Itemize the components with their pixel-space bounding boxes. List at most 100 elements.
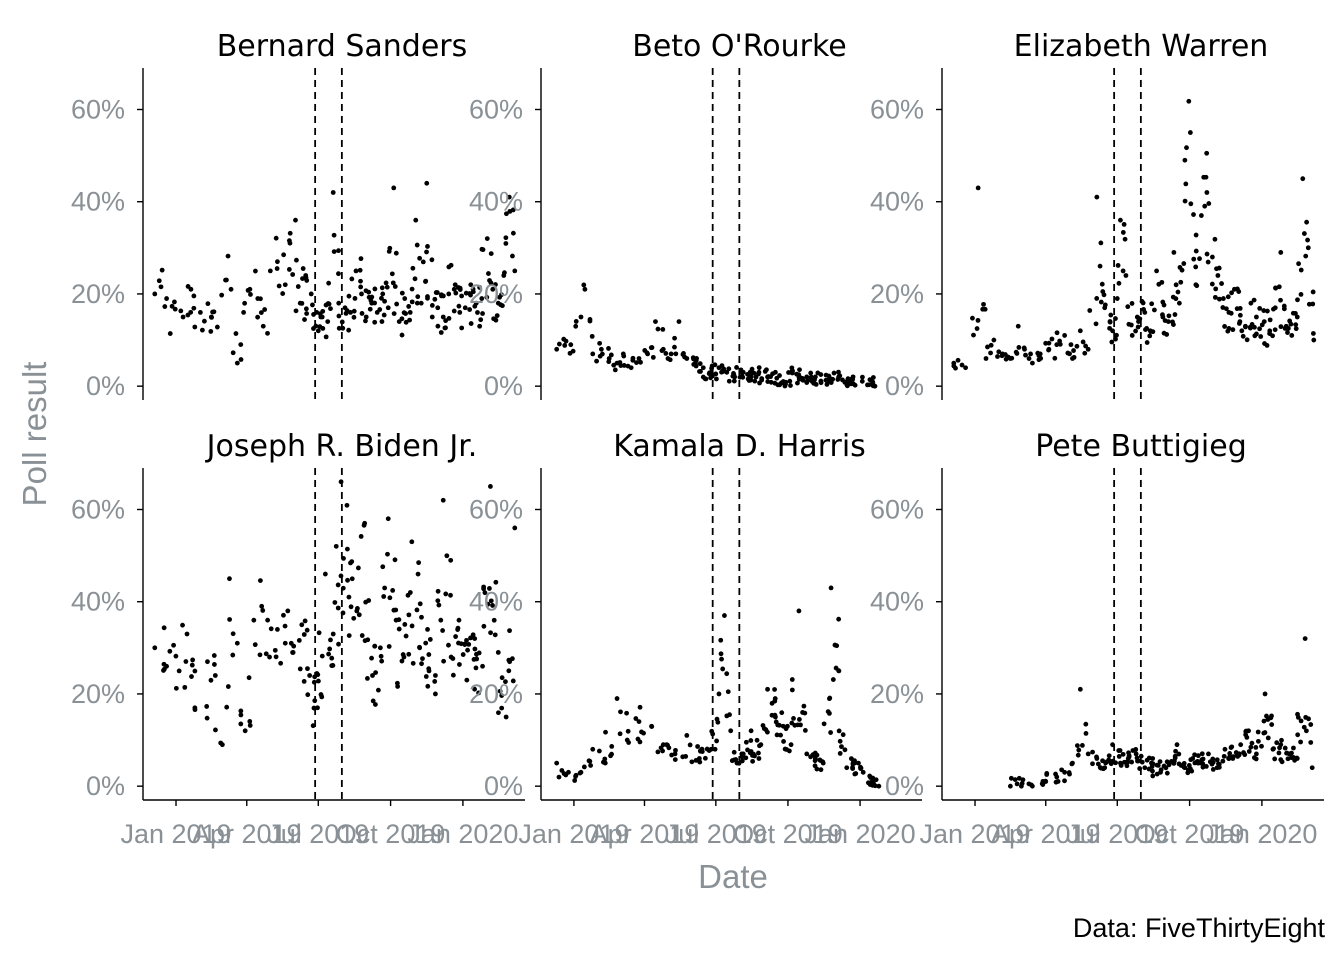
poll-point: [472, 686, 477, 692]
y-tick-label: 60%: [71, 95, 125, 125]
poll-point: [183, 659, 189, 664]
poll-point: [413, 217, 419, 223]
poll-point: [310, 723, 316, 729]
poll-point: [672, 344, 677, 350]
poll-point: [161, 661, 167, 667]
poll-point: [427, 637, 433, 642]
y-tick-label: 20%: [870, 679, 924, 709]
poll-point: [476, 690, 482, 696]
poll-point: [1179, 267, 1185, 273]
poll-point: [756, 371, 761, 377]
poll-point: [304, 278, 310, 283]
poll-point: [1038, 355, 1044, 361]
poll-point: [345, 577, 350, 583]
poll-point: [477, 323, 483, 329]
poll-point: [1154, 268, 1159, 274]
poll-point: [996, 349, 1002, 355]
poll-point: [162, 304, 168, 309]
poll-point: [1188, 201, 1194, 207]
x-tick-label: Jan 2019: [919, 819, 1030, 849]
poll-point: [1310, 301, 1316, 307]
poll-point: [370, 698, 376, 704]
poll-point: [1276, 750, 1282, 756]
poll-point: [769, 700, 775, 706]
poll-point: [1192, 752, 1198, 758]
poll-point: [414, 300, 420, 306]
poll-point: [224, 704, 230, 710]
poll-point: [852, 382, 858, 388]
poll-point: [706, 748, 712, 753]
poll-point: [499, 705, 505, 711]
poll-point: [355, 605, 360, 611]
poll-point: [739, 373, 745, 379]
poll-point: [1272, 327, 1278, 333]
poll-point: [1046, 340, 1052, 346]
poll-point: [1202, 203, 1208, 209]
poll-point: [1123, 273, 1129, 278]
poll-point: [765, 374, 771, 379]
poll-point: [426, 652, 432, 657]
poll-point: [308, 291, 314, 297]
poll-point: [247, 723, 253, 728]
poll-point: [828, 585, 834, 591]
poll-point: [167, 648, 173, 654]
poll-point: [720, 666, 726, 672]
y-axis-title: Poll result: [16, 362, 53, 507]
poll-point: [379, 658, 385, 664]
poll-point: [178, 308, 184, 314]
poll-point: [440, 497, 446, 503]
poll-point: [642, 348, 648, 353]
poll-point: [1212, 236, 1218, 242]
poll-point: [416, 560, 422, 566]
poll-point: [344, 546, 350, 552]
poll-point: [1279, 737, 1284, 743]
poll-point: [1098, 240, 1104, 246]
poll-point: [300, 266, 306, 271]
poll-point: [1243, 728, 1249, 734]
poll-point: [409, 539, 415, 545]
poll-point: [1206, 751, 1211, 757]
y-tick-label: 60%: [469, 95, 523, 125]
poll-point: [672, 335, 677, 341]
poll-point: [836, 616, 842, 622]
poll-point: [1154, 771, 1160, 777]
poll-point: [836, 374, 842, 380]
poll-point: [1191, 212, 1196, 217]
poll-point: [1204, 190, 1210, 195]
poll-point: [714, 716, 720, 722]
poll-point: [510, 207, 516, 213]
poll-point: [1298, 267, 1304, 273]
poll-point: [323, 334, 329, 340]
poll-point: [512, 268, 518, 274]
poll-point: [1282, 745, 1288, 751]
poll-point: [830, 376, 836, 382]
poll-point: [789, 677, 795, 682]
poll-point: [205, 659, 210, 665]
poll-point: [326, 651, 331, 657]
poll-point: [1071, 348, 1076, 353]
poll-point: [1175, 289, 1181, 295]
poll-point: [1204, 150, 1210, 156]
poll-point: [714, 738, 720, 744]
poll-point: [273, 654, 279, 660]
poll-point: [346, 293, 352, 299]
poll-point: [1308, 740, 1314, 745]
poll-point: [695, 744, 700, 749]
poll-point: [1212, 294, 1218, 300]
poll-point: [726, 366, 732, 372]
poll-point: [1161, 302, 1167, 308]
poll-point: [1278, 250, 1284, 255]
poll-point: [826, 373, 832, 379]
poll-point: [1059, 767, 1065, 773]
y-tick-label: 60%: [870, 495, 924, 525]
poll-point: [1176, 300, 1182, 306]
poll-point: [506, 194, 512, 200]
poll-point: [617, 731, 623, 737]
poll-point: [417, 601, 423, 607]
poll-point: [633, 716, 639, 721]
poll-point: [837, 738, 843, 744]
poll-point: [1265, 717, 1271, 722]
poll-point: [796, 717, 802, 722]
poll-point: [1284, 750, 1290, 756]
poll-point: [246, 675, 252, 681]
